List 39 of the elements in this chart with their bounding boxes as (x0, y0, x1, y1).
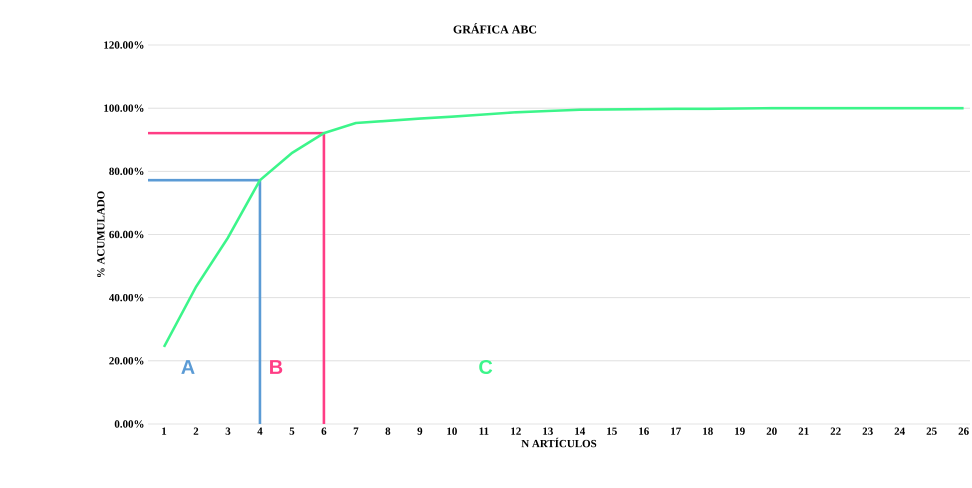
x-tick-label: 24 (894, 428, 905, 435)
x-tick-label: 12 (511, 428, 521, 435)
x-tick-label: 11 (480, 428, 488, 435)
y-tick-label: 0.00% (114, 420, 144, 428)
x-tick-label: 10 (447, 428, 457, 435)
y-tick-label: 120.00% (104, 41, 144, 49)
x-tick-label: 16 (639, 428, 649, 435)
x-tick-label: 22 (830, 428, 841, 435)
y-tick-label: 60.00% (109, 230, 144, 238)
x-tick-label: 1 (162, 428, 166, 435)
x-tick-label: 14 (575, 428, 586, 435)
x-tick-label: 26 (958, 428, 969, 435)
x-tick-label: 9 (417, 428, 422, 435)
annotation: B (270, 360, 282, 374)
x-tick-label: 3 (226, 428, 230, 435)
y-tick-label: 100.00% (104, 104, 144, 112)
x-tick-label: 18 (703, 428, 713, 435)
x-tick-label: 23 (862, 428, 873, 435)
x-axis-title: N ARTÍCULOS (521, 438, 596, 448)
y-tick-label: 80.00% (109, 168, 144, 176)
y-tick-label: 20.00% (109, 357, 144, 365)
x-tick-label: 25 (926, 428, 937, 435)
chart-title: GRÁFICA ABC (454, 23, 536, 34)
x-tick-label: 4 (257, 428, 262, 435)
annotation: C (479, 360, 492, 374)
x-tick-label: 13 (543, 428, 553, 435)
x-tick-label: 8 (386, 428, 390, 435)
x-tick-label: 2 (194, 428, 198, 435)
x-tick-label: 6 (322, 428, 326, 435)
annotation: A (181, 360, 195, 374)
x-tick-label: 5 (290, 428, 294, 435)
x-tick-label: 21 (798, 428, 809, 435)
x-tick-label: 17 (671, 428, 681, 435)
y-tick-label: 40.00% (109, 294, 144, 302)
x-tick-label: 7 (354, 428, 358, 435)
x-tick-label: 19 (735, 428, 745, 435)
y-axis-title: % ACUMULADO (97, 191, 105, 278)
x-tick-label: 20 (766, 428, 777, 435)
x-tick-label: 15 (607, 428, 617, 435)
